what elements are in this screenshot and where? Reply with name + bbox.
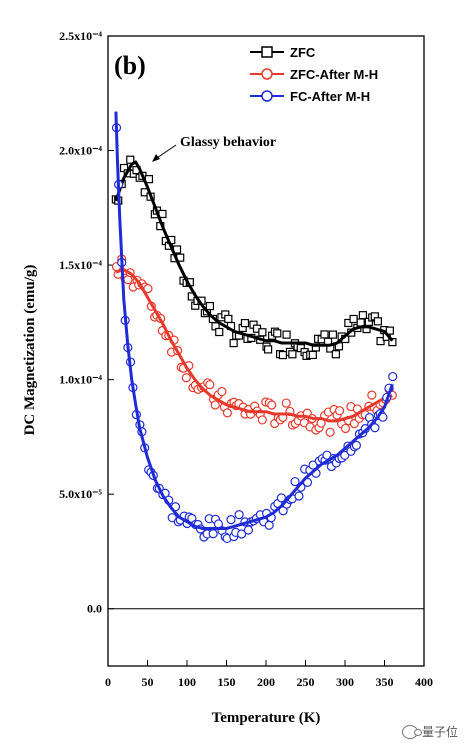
data-point [167, 513, 177, 523]
data-point [356, 318, 365, 327]
data-point [288, 350, 297, 359]
data-point [294, 491, 304, 501]
annotation: Glassy behavior [152, 135, 276, 162]
legend-marker [261, 68, 273, 80]
data-point [370, 423, 380, 433]
data-point [340, 450, 350, 461]
watermark: 量子位 [401, 723, 458, 740]
data-point [210, 400, 220, 410]
data-point [334, 406, 345, 416]
data-point [205, 380, 215, 390]
data-point [308, 460, 318, 470]
data-point [358, 311, 368, 320]
y-axis: 0.0 5.0x10⁻⁵ 1.0x10⁻⁴ 1.5x10⁻⁴ 2.0x10⁻⁴ 2.5x1… [59, 29, 114, 616]
data-point [331, 350, 340, 359]
data-point [349, 314, 358, 324]
data-point [222, 408, 232, 418]
x-axis-title: Temperature (K) [212, 710, 321, 726]
legend-marker [261, 46, 273, 58]
series-layer [111, 111, 398, 544]
legend-label: ZFC [290, 45, 316, 60]
x-tick-label: 50 [142, 675, 154, 689]
wechat-icon [401, 724, 422, 739]
data-point [281, 398, 291, 408]
series-line [115, 268, 393, 423]
series-1 [111, 254, 397, 437]
data-point [234, 510, 244, 520]
legend-marker [261, 90, 273, 102]
watermark-text: 量子位 [421, 725, 458, 739]
data-point [205, 301, 215, 311]
series-line [114, 111, 394, 530]
x-tick-label: 200 [257, 675, 275, 689]
data-point [367, 390, 377, 400]
data-point [264, 520, 274, 530]
y-tick-label: 5.0x10⁻⁵ [59, 487, 102, 501]
y-tick-label: 2.0x10⁻⁴ [59, 144, 102, 158]
data-point [257, 415, 267, 425]
x-tick-label: 250 [297, 675, 315, 689]
data-point [373, 317, 383, 326]
data-point [308, 350, 317, 360]
data-point [278, 350, 288, 360]
series-0 [111, 155, 397, 360]
data-point [264, 345, 273, 354]
data-point [215, 327, 224, 337]
data-point [282, 330, 291, 339]
data-point [385, 326, 394, 335]
y-tick-label: 1.0x10⁻⁴ [59, 373, 102, 387]
data-point [388, 371, 398, 382]
data-point [208, 529, 218, 539]
annotation-text: Glassy behavior [180, 135, 276, 150]
data-point [320, 330, 329, 339]
panel-label: (b) [114, 51, 146, 80]
legend-label: ZFC-After M-H [290, 67, 378, 82]
data-point [258, 328, 267, 337]
x-tick-label: 150 [218, 675, 236, 689]
legend: ZFC ZFC-After M-H FC-After M-H [250, 45, 378, 104]
data-point [267, 400, 277, 410]
x-tick-label: 300 [336, 675, 354, 689]
y-tick-label: 2.5x10⁻⁴ [59, 29, 102, 43]
x-tick-label: 350 [376, 675, 394, 689]
data-point [290, 476, 300, 487]
data-point [224, 314, 233, 324]
annotation-arrowhead [152, 154, 160, 162]
x-tick-label: 400 [415, 675, 433, 689]
data-point [217, 386, 227, 397]
data-point [226, 515, 236, 525]
y-tick-label: 1.5x10⁻⁴ [59, 258, 102, 272]
data-point [328, 330, 338, 339]
data-point [243, 525, 254, 535]
data-point [340, 423, 351, 434]
data-point [273, 329, 282, 338]
legend-label: FC-After M-H [290, 89, 370, 104]
x-tick-label: 0 [105, 675, 111, 689]
series-2 [111, 111, 398, 544]
data-point [240, 318, 250, 328]
y-tick-label: 0.0 [87, 602, 102, 616]
data-point [276, 493, 286, 503]
x-axis: 0 50 100 150 200 250 300 350 400 [105, 660, 433, 689]
data-point [376, 336, 385, 346]
data-point [181, 373, 191, 383]
data-point [229, 338, 238, 348]
x-tick-label: 100 [178, 675, 196, 689]
y-axis-title: DC Magnetization (emu/g) [22, 265, 38, 436]
data-point [351, 440, 362, 451]
data-point [237, 529, 247, 539]
data-point [325, 427, 335, 437]
series-line [114, 160, 394, 347]
data-point [126, 155, 135, 164]
